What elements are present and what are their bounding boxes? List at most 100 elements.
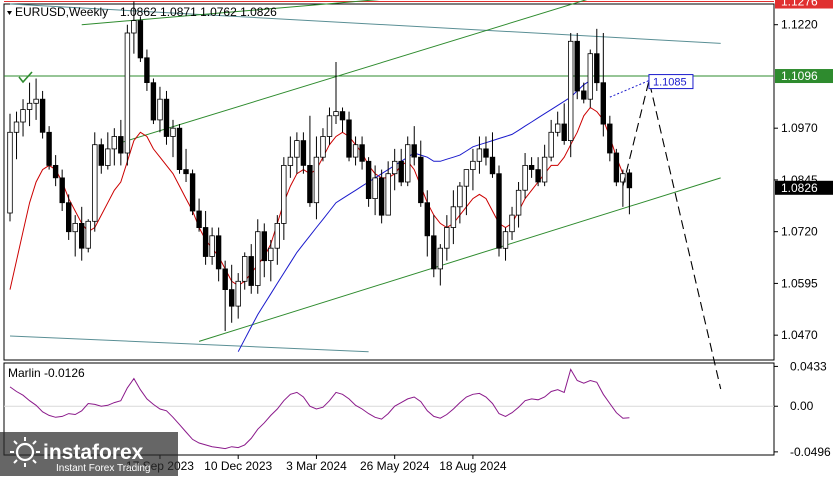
candle-body bbox=[222, 268, 228, 290]
checkmark-icon bbox=[18, 71, 33, 84]
candle-body bbox=[431, 235, 437, 270]
horizontal-level-tag: 1.1096 bbox=[781, 69, 818, 83]
candle-body bbox=[339, 111, 346, 121]
candle-body bbox=[72, 222, 78, 233]
candle-body bbox=[287, 156, 294, 166]
candle-body bbox=[183, 169, 189, 175]
candle-body bbox=[541, 156, 548, 183]
target-label-box bbox=[648, 74, 694, 90]
candle-body bbox=[46, 131, 52, 166]
candle-body bbox=[111, 136, 117, 150]
candle-body bbox=[163, 98, 170, 137]
candle-body bbox=[215, 235, 222, 270]
candle-body bbox=[404, 144, 411, 183]
candle-body bbox=[85, 220, 91, 249]
candle-body bbox=[535, 169, 541, 183]
candle-body bbox=[118, 136, 124, 154]
candle-body bbox=[39, 98, 46, 133]
price-tick-label: 1.1220 bbox=[781, 18, 818, 32]
candle-body bbox=[209, 235, 215, 257]
price-tick-label: 1.0970 bbox=[781, 121, 818, 135]
candle-body bbox=[509, 214, 515, 233]
indicator-header: Marlin -0.0126 bbox=[8, 366, 85, 380]
candle-body bbox=[626, 172, 633, 189]
candle-body bbox=[470, 160, 476, 171]
candle-body bbox=[489, 156, 496, 175]
candle-body bbox=[131, 20, 137, 34]
dropdown-arrow-icon[interactable] bbox=[7, 11, 12, 15]
candle-body bbox=[313, 156, 320, 204]
main-header: EURUSD,Weekly 1.0862 1.0871 1.0762 1.082… bbox=[7, 5, 277, 19]
candle-body bbox=[587, 53, 593, 100]
indicator-tick-label: 0.00 bbox=[790, 399, 814, 413]
logo-background bbox=[0, 432, 178, 476]
candle-body bbox=[594, 53, 600, 84]
forecast-path bbox=[622, 80, 722, 390]
candle-body bbox=[581, 90, 587, 100]
candle-body bbox=[255, 231, 261, 286]
channel-middle-line bbox=[120, 0, 588, 144]
price-tick-label: 1.0470 bbox=[781, 328, 818, 342]
sun-burst-icon bbox=[10, 437, 40, 467]
candle-body bbox=[241, 256, 248, 282]
candle-body bbox=[20, 109, 26, 123]
candle-body bbox=[444, 227, 450, 249]
candle-body bbox=[463, 169, 470, 187]
candle-body bbox=[561, 123, 567, 142]
candle-body bbox=[144, 57, 150, 83]
candle-body bbox=[418, 156, 424, 204]
candle-body bbox=[365, 160, 372, 200]
candle-body bbox=[261, 231, 267, 262]
candle-body bbox=[98, 144, 104, 166]
candle-body bbox=[483, 148, 489, 158]
candle-body bbox=[170, 127, 176, 137]
target-label: 1.1085 bbox=[653, 77, 687, 89]
candle-body bbox=[574, 40, 580, 92]
candle-body bbox=[79, 222, 85, 249]
marlin-line bbox=[9, 368, 630, 450]
candle-body bbox=[52, 164, 59, 179]
candle-body bbox=[333, 111, 339, 117]
candle-body bbox=[398, 160, 404, 183]
candle-body bbox=[502, 231, 509, 249]
candle-body bbox=[13, 121, 20, 133]
price-tick-label: 1.0595 bbox=[781, 276, 818, 290]
date-tick-label: 3 Mar 2024 bbox=[286, 459, 347, 473]
candle-body bbox=[105, 148, 111, 166]
instaforex-logo: instaforex Instant Forex Trading bbox=[0, 432, 178, 476]
candle-body bbox=[326, 115, 333, 137]
candle-body bbox=[391, 160, 398, 175]
date-tick-label: 26 May 2024 bbox=[360, 459, 430, 473]
candle-body bbox=[189, 173, 196, 212]
candle-body bbox=[528, 164, 535, 170]
candle-body bbox=[411, 144, 417, 158]
candle-body bbox=[196, 210, 202, 229]
candle-body bbox=[7, 131, 13, 214]
candle-body bbox=[548, 131, 554, 158]
candle-body bbox=[124, 32, 131, 154]
candle-body bbox=[157, 98, 163, 121]
symbol-timeframe: EURUSD,Weekly bbox=[15, 5, 108, 19]
candle-body bbox=[26, 102, 33, 110]
candle-body bbox=[346, 119, 352, 158]
candle-body bbox=[568, 40, 574, 142]
price-tick-label: 1.0720 bbox=[781, 225, 818, 239]
candle-body bbox=[248, 256, 254, 286]
candle-body bbox=[496, 173, 502, 249]
candle-body bbox=[385, 173, 391, 216]
blue-ma-projection bbox=[609, 80, 650, 98]
candle-body bbox=[515, 189, 522, 216]
current-price-tag-box bbox=[775, 180, 833, 195]
candle-body bbox=[437, 247, 443, 270]
date-tick-label: 10 Dec 2023 bbox=[204, 459, 272, 473]
candle-body bbox=[59, 177, 65, 204]
channel-lower-line bbox=[198, 177, 721, 342]
candle-body bbox=[33, 98, 39, 104]
candle-body bbox=[424, 202, 430, 237]
candle-body bbox=[307, 164, 313, 204]
candle-body bbox=[352, 144, 359, 158]
candle-body bbox=[281, 164, 287, 224]
candle-body bbox=[92, 144, 98, 222]
candle-body bbox=[150, 82, 157, 121]
